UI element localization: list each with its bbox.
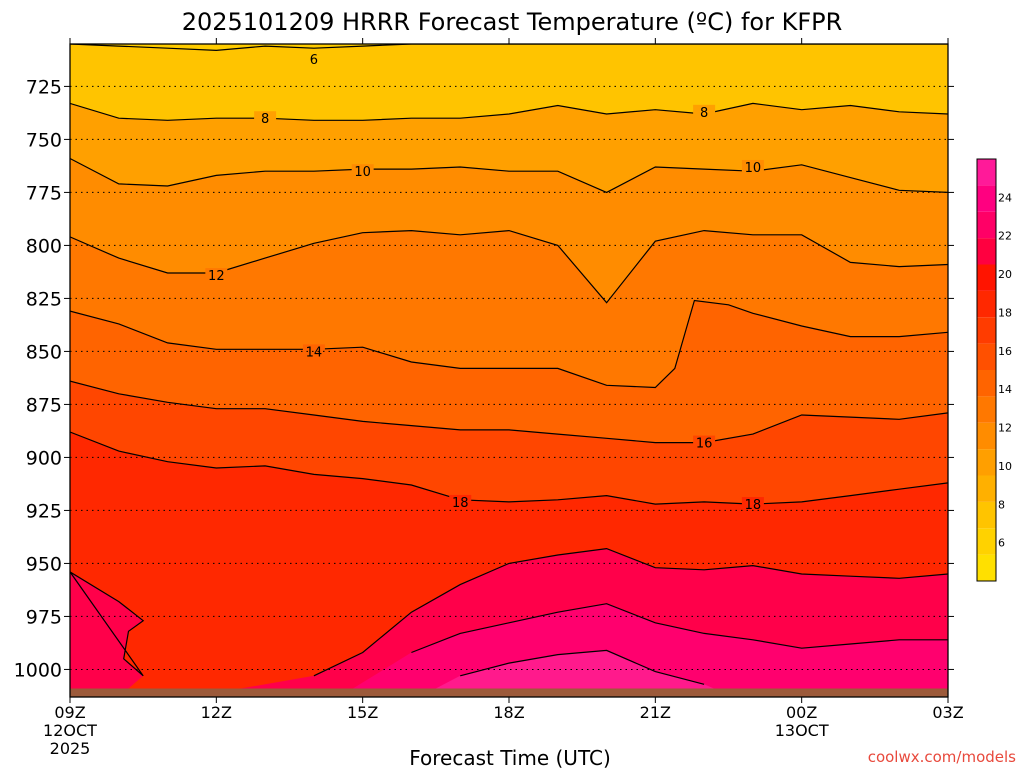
contour-label-bg-10-1 (741, 159, 764, 174)
plot-content: 6 8 8 10 10 12 14 16 18 18 (70, 44, 948, 697)
colorbar-swatch-1 (977, 528, 996, 555)
colorbar-swatch-10 (977, 290, 996, 318)
colorbar-swatch-0 (977, 554, 996, 581)
y-tick-label-875: 875 (26, 394, 62, 416)
colorbar-label-20: 20 (998, 268, 1012, 281)
colorbar-swatch-2 (977, 501, 996, 529)
source-credit: coolwx.com/models (868, 748, 1016, 766)
contour-line-18-6 (70, 431, 948, 505)
colorbar-swatch-15 (977, 159, 996, 186)
contour-line-6-0 (70, 44, 948, 52)
y-tick-label-775: 775 (26, 182, 62, 204)
x-tick-label-15Z: 15Z (347, 703, 378, 722)
plot-area: 6 8 8 10 10 12 14 16 18 18 (70, 44, 948, 697)
x-tick-label-03Z: 03Z (932, 703, 963, 722)
contour-label-18-1: 18 (745, 498, 762, 513)
x-axis-label: Forecast Time (UTC) (409, 746, 611, 768)
contour-label-bg-16-0 (693, 435, 716, 450)
colorbar-swatch-6 (977, 396, 996, 423)
colorbar-frame (976, 158, 997, 582)
band-24-10 (435, 650, 714, 689)
y-tick-label-800: 800 (26, 235, 62, 257)
x-tick-label-00Z: 00Z (786, 703, 817, 722)
contour-label-bg-18-0 (449, 494, 472, 509)
y-tick-label-850: 850 (26, 341, 62, 363)
x-tick-label-21Z: 21Z (640, 703, 671, 722)
contour-label-bg-10-0 (351, 164, 374, 179)
y-tick-label-1000: 1000 (14, 659, 62, 681)
y-tick-label-925: 925 (26, 500, 62, 522)
y-tick-label-950: 950 (26, 553, 62, 575)
contour-line-10-2 (70, 157, 948, 194)
colorbar-label-6: 6 (998, 537, 1005, 550)
contour-label-10-0: 10 (354, 165, 371, 180)
colorbar-swatch-13 (977, 211, 996, 239)
contour-line-8-1 (70, 102, 948, 121)
contour-line-14-4 (70, 299, 948, 389)
colorbar-label-22: 22 (998, 230, 1012, 243)
contour-label-12-0: 12 (208, 269, 225, 284)
y-tick-label-750: 750 (26, 129, 62, 151)
colorbar-swatch-14 (977, 185, 996, 212)
x-tick-label-09Z: 09Z (54, 703, 85, 722)
contour-label-bg-8-0 (254, 111, 277, 126)
contour-line-16-5 (70, 380, 948, 444)
contour-label-6-0: 6 (310, 53, 318, 68)
x-tick-date-00Z: 13OCT (775, 721, 829, 740)
colorbar: 6 8 10 12 14 16 18 20 22 24 (976, 158, 1012, 582)
contour-label-bg-8-1 (693, 104, 716, 119)
colorbar-swatch-11 (977, 264, 996, 291)
contour-label-14-0: 14 (306, 345, 323, 360)
contour-label-16-0: 16 (696, 437, 713, 452)
contour-label-bg-14-0 (302, 344, 325, 359)
colorbar-label-16: 16 (998, 345, 1012, 358)
axes: 725 750 775 800 825 850 875 900 925 950 975 1000 09Z… (14, 38, 964, 758)
contour-line-22-9 (411, 603, 948, 654)
band-20-7 (70, 571, 144, 689)
colorbar-label-10: 10 (998, 460, 1012, 473)
x-tick-label-12Z: 12Z (201, 703, 232, 722)
x-tick-date-09Z: 12OCT (43, 721, 97, 740)
contour-label-8-0: 8 (261, 112, 269, 127)
colorbar-label-18: 18 (998, 306, 1012, 319)
contour-label-10-1: 10 (745, 161, 762, 176)
contour-label-18-0: 18 (452, 496, 469, 511)
colorbar-label-24: 24 (998, 191, 1012, 204)
contour-label-bg-18-1 (741, 497, 764, 512)
y-tick-label-975: 975 (26, 606, 62, 628)
contour-line-24-10 (460, 649, 705, 685)
y-tick-label-825: 825 (26, 288, 62, 310)
contour-label-bg-12-0 (205, 268, 228, 283)
colorbar-label-12: 12 (998, 422, 1012, 435)
colorbar-swatch-7 (977, 370, 996, 397)
colorbar-label-14: 14 (998, 383, 1012, 396)
ground-surface (70, 688, 948, 697)
chart-title: 2025101209 HRRR Forecast Temperature (ºC… (182, 8, 843, 36)
x-tick-year-09Z: 2025 (50, 739, 91, 758)
colorbar-swatch-8 (977, 343, 996, 370)
colorbar-swatch-12 (977, 238, 996, 265)
contour-label-8-1: 8 (700, 106, 708, 121)
contour-label-bg-6-0 (302, 51, 325, 66)
y-tick-label-900: 900 (26, 447, 62, 469)
colorbar-swatch-3 (977, 475, 996, 502)
x-tick-label-18Z: 18Z (493, 703, 524, 722)
colorbar-swatch-5 (977, 422, 996, 450)
contour-line-20-8 (313, 547, 948, 677)
colorbar-swatch-9 (977, 317, 996, 344)
y-tick-label-725: 725 (26, 76, 62, 98)
contour-line-20-7 (70, 571, 145, 677)
colorbar-swatch-4 (977, 449, 996, 476)
colorbar-label-8: 8 (998, 498, 1005, 511)
